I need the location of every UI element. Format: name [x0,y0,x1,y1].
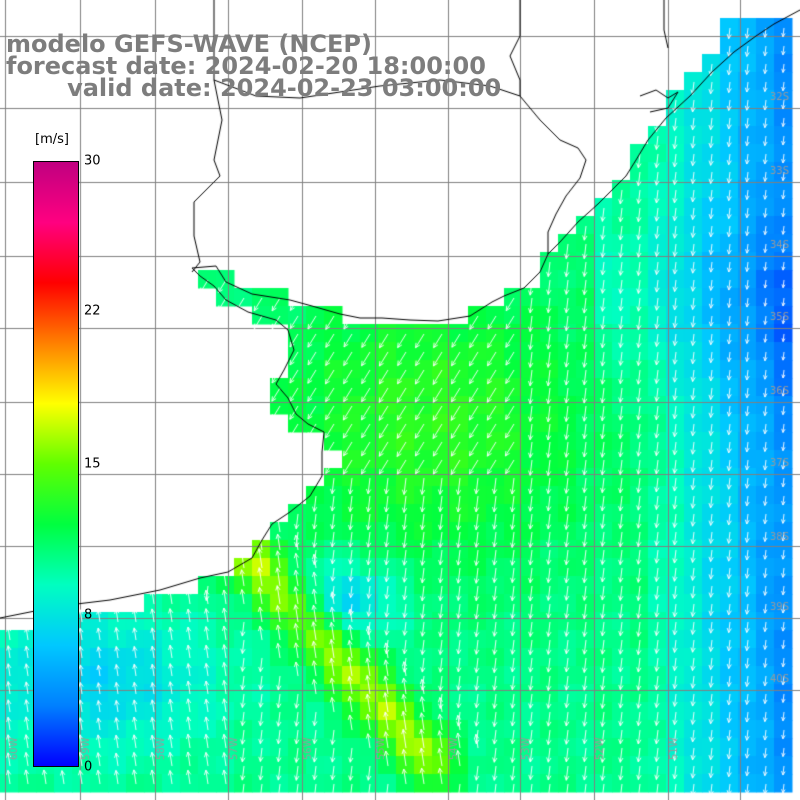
colorbar-tick-15: 15 [84,456,101,472]
colorbar-tick-30: 30 [84,153,101,169]
colorbar-tick-22: 22 [84,303,101,319]
colorbar-tick-8: 8 [84,607,93,623]
title-model: modelo GEFS-WAVE (NCEP) [6,30,372,58]
colorbar [33,161,79,767]
title-valid-date: valid date: 2024-02-23 03:00:00 [42,74,502,102]
colorbar-tick-0: 0 [84,759,93,775]
title-forecast-date: forecast date: 2024-02-20 18:00:00 [6,52,486,80]
colorbar-unit-label: [m/s] [35,132,69,147]
